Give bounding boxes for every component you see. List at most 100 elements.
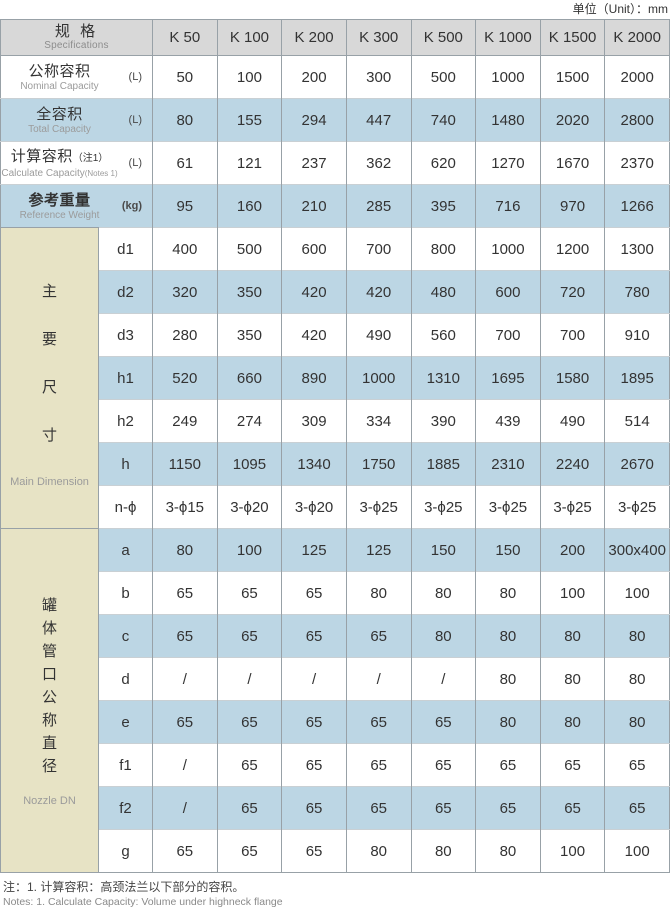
row-label-cell: 公称容积 Nominal Capacity (L) [0,55,153,99]
row-label: 全容积 Total Capacity [1,106,152,135]
param-cell: d1 [98,227,153,271]
value-cell: 80 [539,700,605,744]
value-cell: 700 [539,313,605,357]
table-row: e 65 65 65 65 65 80 80 80 [1,700,670,744]
section-label-char-1: 体 [41,620,57,637]
section-label-en: Main Dimension [10,476,89,488]
header-row: 规 格 Specifications K 50 K 100 K 200 K 300 K 50… [0,19,670,56]
table-row: 计算容积（注1） Calculate Capacity(Notes 1) (L) 61… [0,141,670,185]
value-cell: 1580 [539,356,605,400]
param-cell: f2 [98,786,153,830]
value-cell: 65 [410,700,476,744]
value-cell: 3-ϕ25 [539,485,605,529]
value-cell: 350 [216,313,282,357]
value-cell: 910 [604,313,670,357]
value-cell: 1500 [539,55,605,99]
value-cell: 420 [345,270,411,314]
value-cell: 80 [539,614,605,658]
value-cell: 65 [281,571,347,615]
value-cell: 65 [604,786,670,830]
row-label-en: Reference Weight [19,209,100,221]
value-cell: 80 [604,700,670,744]
value-cell: 500 [410,55,476,99]
value-cell: / [152,786,218,830]
column-header-5: K 1000 [475,19,541,56]
row-unit: (L) [128,71,142,83]
row-label-en: Nominal Capacity [20,80,99,92]
section-label-char-3: 寸 [41,427,57,444]
table-row: 罐体管口公称直径 Nozzle DN a 80 100 125 125 150 150 200 30… [0,528,670,873]
value-cell: 80 [345,829,411,873]
row-label-zh: 计算容积（注1） [10,147,109,165]
table-row: 全容积 Total Capacity (L) 80 155 294 447 740 1480 20… [0,98,670,142]
section-label-char-6: 直 [41,735,57,752]
column-header-2: K 200 [281,19,347,56]
value-cell: 740 [410,98,476,142]
section-label: 罐体管口公称直径 Nozzle DN [1,595,98,807]
value-cell: 3-ϕ20 [281,485,347,529]
value-cell: 200 [539,528,605,572]
value-cell: 237 [281,141,347,185]
value-cell: 2310 [475,442,541,486]
section-label-en: Nozzle DN [23,794,76,807]
value-cell: 125 [345,528,411,572]
value-cell: 390 [410,399,476,443]
value-cell: 3-ϕ20 [216,485,282,529]
value-cell: 560 [410,313,476,357]
value-cell: 716 [475,184,541,228]
section-label: 主要尺寸 Main Dimension [1,268,98,489]
value-cell: 65 [152,829,218,873]
param-cell: c [98,614,153,658]
value-cell: 65 [216,829,282,873]
table-row: d3 280 350 420 490 560 700 700 910 [1,313,670,357]
value-cell: 420 [281,270,347,314]
value-cell: 700 [475,313,541,357]
section-label-char-4: 公 [41,689,57,706]
table-row: h1 520 660 890 1000 1310 1695 1580 1895 [1,356,670,400]
value-cell: 210 [281,184,347,228]
value-cell: 620 [410,141,476,185]
row-label-cell: 全容积 Total Capacity (L) [0,98,153,142]
row-label-en-note: (Notes 1) [84,168,118,178]
column-header-1: K 100 [216,19,282,56]
value-cell: 1000 [475,227,541,271]
table-row: h2 249 274 309 334 390 439 490 514 [1,399,670,443]
value-cell: 3-ϕ25 [410,485,476,529]
value-cell: 65 [216,571,282,615]
value-cell: 1885 [410,442,476,486]
value-cell: 100 [216,55,282,99]
value-cell: / [152,657,218,701]
table-row: c 65 65 65 65 80 80 80 80 [1,614,670,658]
spec-header-en: Specifications [44,40,109,51]
spec-header-zh: 规 格 [54,23,99,40]
value-cell: 80 [604,657,670,701]
table-row: h 1150 1095 1340 1750 1885 2310 2240 2670 [1,442,670,486]
value-cell: 1670 [539,141,605,185]
value-cell: 249 [152,399,218,443]
value-cell: 309 [281,399,347,443]
value-cell: 1895 [604,356,670,400]
value-cell: 100 [604,829,670,873]
value-cell: 61 [152,141,218,185]
table-head: 规 格 Specifications K 50 K 100 K 200 K 300 K 50… [0,19,670,56]
table-row: f1/65 65 65 65 65 65 65 [1,743,670,787]
value-cell: 3-ϕ25 [345,485,411,529]
param-cell: h2 [98,399,153,443]
value-cell: 65 [345,786,411,830]
value-cell: 2000 [604,55,670,99]
value-cell: 3-ϕ25 [604,485,670,529]
value-cell: 439 [475,399,541,443]
value-cell: 100 [216,528,282,572]
value-cell: 600 [281,227,347,271]
value-cell: 80 [152,98,218,142]
value-cell: 3-ϕ25 [475,485,541,529]
value-cell: 514 [604,399,670,443]
value-cell: 800 [410,227,476,271]
table-row: 参考重量 Reference Weight (kg) 95 160 210 285 395 71… [0,184,670,228]
value-cell: 65 [152,700,218,744]
value-cell: 65 [281,700,347,744]
table-row: 主要尺寸 Main Dimension d1 400 500 600 700 800 1000 1… [0,227,670,529]
row-label-zh: 全容积 [36,105,83,123]
value-cell: 1000 [475,55,541,99]
value-cell: 420 [281,313,347,357]
